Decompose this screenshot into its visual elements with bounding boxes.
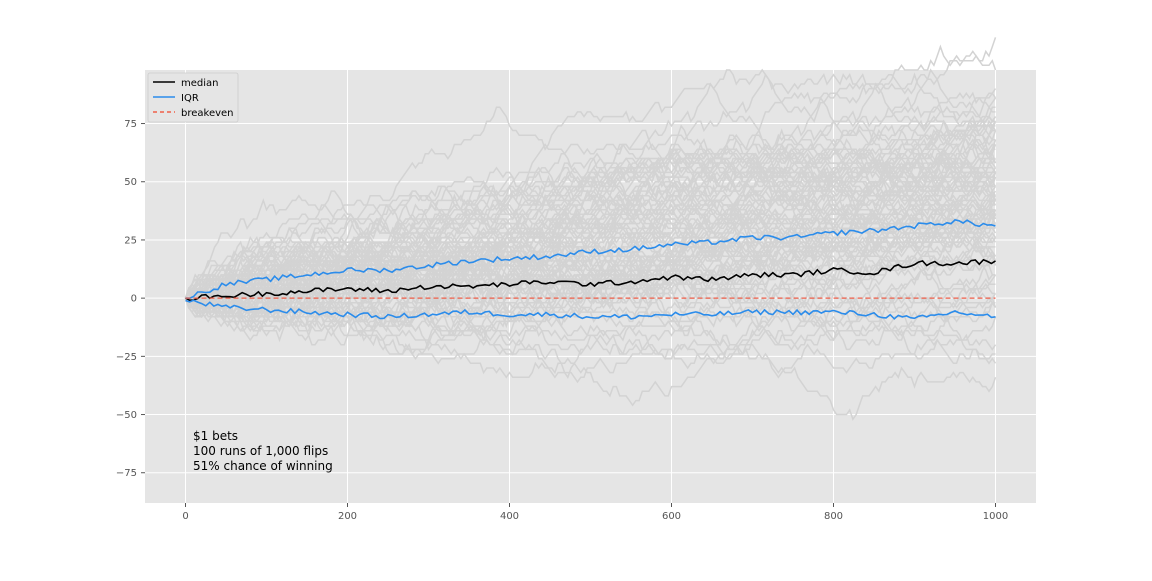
- x-tick-label: 800: [824, 511, 843, 522]
- x-tick-label: 400: [500, 511, 519, 522]
- run-line: [185, 258, 997, 370]
- run-line: [184, 147, 996, 332]
- x-tick-label: 0: [182, 511, 188, 522]
- series-iqr-lower: [185, 299, 996, 320]
- series-lines: [185, 219, 996, 320]
- run-line: [184, 274, 997, 333]
- series-iqr-upper: [185, 219, 996, 300]
- simulation-runs: [184, 37, 997, 421]
- run-line: [184, 115, 997, 319]
- run-line: [185, 161, 997, 305]
- y-tick-label: 25: [124, 235, 137, 246]
- run-line: [184, 152, 997, 304]
- legend-box: [147, 72, 239, 123]
- run-line: [184, 105, 996, 299]
- y-tick-label: 0: [131, 294, 137, 305]
- run-line: [185, 199, 997, 356]
- run-line: [185, 119, 997, 319]
- legend-label-median: median: [181, 78, 219, 89]
- y-tick-label: 50: [124, 177, 137, 188]
- x-tick-label: 600: [662, 511, 681, 522]
- annotation-line-1: $1 bets: [193, 429, 238, 443]
- run-line: [184, 157, 996, 299]
- run-line: [184, 170, 996, 319]
- x-tick-label: 1000: [983, 511, 1008, 522]
- legend-label-iqr: IQR: [181, 93, 199, 104]
- annotation-line-2: 100 runs of 1,000 flips: [193, 444, 328, 458]
- y-tick-label: 75: [124, 119, 137, 130]
- run-line: [184, 167, 996, 309]
- run-line: [185, 282, 997, 384]
- axis-ticks: 0 200 400 600 800 1000 −75 −50 −25 0 25 50 75: [116, 119, 1008, 522]
- run-line: [185, 222, 996, 299]
- y-tick-label: −75: [116, 468, 137, 479]
- series-median: [185, 258, 996, 302]
- legend: median IQR breakeven: [147, 72, 239, 123]
- run-line: [184, 44, 997, 300]
- legend-label-breakeven: breakeven: [181, 108, 234, 119]
- annotation-line-3: 51% chance of winning: [193, 459, 333, 473]
- annotation: $1 bets 100 runs of 1,000 flips 51% chan…: [193, 429, 333, 473]
- run-line: [184, 124, 997, 309]
- y-tick-label: −50: [116, 410, 137, 421]
- run-line: [184, 297, 997, 365]
- x-tick-label: 200: [338, 511, 357, 522]
- y-tick-label: −25: [116, 352, 137, 363]
- run-line: [184, 213, 997, 318]
